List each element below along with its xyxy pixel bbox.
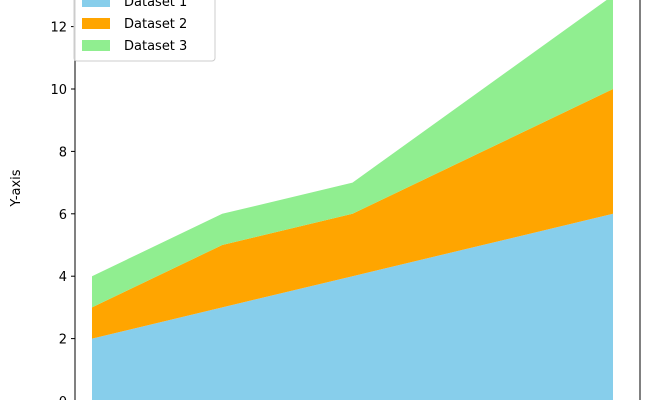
- area-layer: [92, 0, 613, 401]
- y-tick-label: 8: [59, 145, 67, 160]
- legend-label-1: Dataset 1: [124, 0, 187, 10]
- y-tick-label: 12: [50, 21, 67, 36]
- area-series-3: [92, 0, 613, 308]
- axes-frame: [74, 0, 641, 400]
- y-tick-label: 0: [59, 395, 67, 400]
- y-tick-label: 6: [59, 208, 67, 223]
- area-series-1: [92, 213, 613, 401]
- legend-items: Dataset 1 Dataset 2 Dataset 3: [82, 0, 187, 54]
- legend-swatch-2: [82, 18, 110, 29]
- y-tick-label: 2: [59, 333, 67, 348]
- y-axis-label: Y-axis: [9, 169, 24, 207]
- legend-label-3: Dataset 3: [124, 39, 187, 54]
- legend-swatch-1: [82, 0, 110, 7]
- legend: Dataset 1 Dataset 2 Dataset 3: [73, 0, 216, 62]
- legend-swatch-3: [82, 40, 110, 51]
- y-tick-layer: 0 2 4 6 8 10 12: [50, 21, 75, 404]
- legend-label-2: Dataset 2: [124, 17, 187, 32]
- y-tick-label: 4: [59, 270, 67, 285]
- y-tick-label: 10: [50, 83, 67, 98]
